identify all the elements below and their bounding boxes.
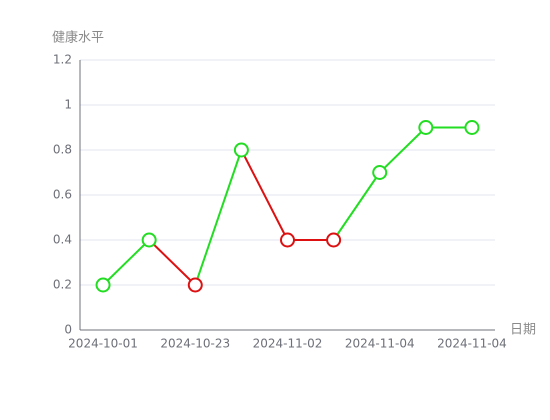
point [418, 120, 434, 135]
point [233, 142, 249, 158]
x-tick-label: 2024-11-04 [437, 337, 507, 351]
point [326, 232, 342, 248]
point [372, 165, 388, 180]
line-segment [379, 126, 427, 174]
point [464, 120, 480, 135]
x-tick-label: 2024-11-02 [253, 337, 323, 351]
x-tick-label: 2024-11-04 [345, 337, 415, 351]
y-tick-label: 1.2 [53, 53, 72, 67]
y-tick-label: 1 [64, 98, 72, 112]
x-tick-label: 2024-10-01 [68, 337, 138, 351]
line-segment [240, 149, 289, 241]
point [95, 277, 111, 293]
point [187, 277, 203, 293]
line-segment [194, 149, 243, 286]
y-tick-label: 0 [64, 323, 72, 337]
line-segment [148, 239, 196, 286]
y-tick-label: 0.2 [53, 278, 72, 292]
y-axis-label: 健康水平 [52, 30, 104, 46]
point [280, 232, 295, 248]
line-segment [332, 171, 381, 241]
y-tick-label: 0.4 [53, 233, 72, 247]
x-axis-label: 日期 [510, 323, 536, 338]
y-tick-label: 0.6 [53, 188, 72, 202]
line-segment [102, 239, 150, 286]
y-tick-label: 0.8 [53, 143, 72, 157]
x-tick-label: 2024-10-23 [160, 337, 230, 351]
point [141, 232, 157, 248]
